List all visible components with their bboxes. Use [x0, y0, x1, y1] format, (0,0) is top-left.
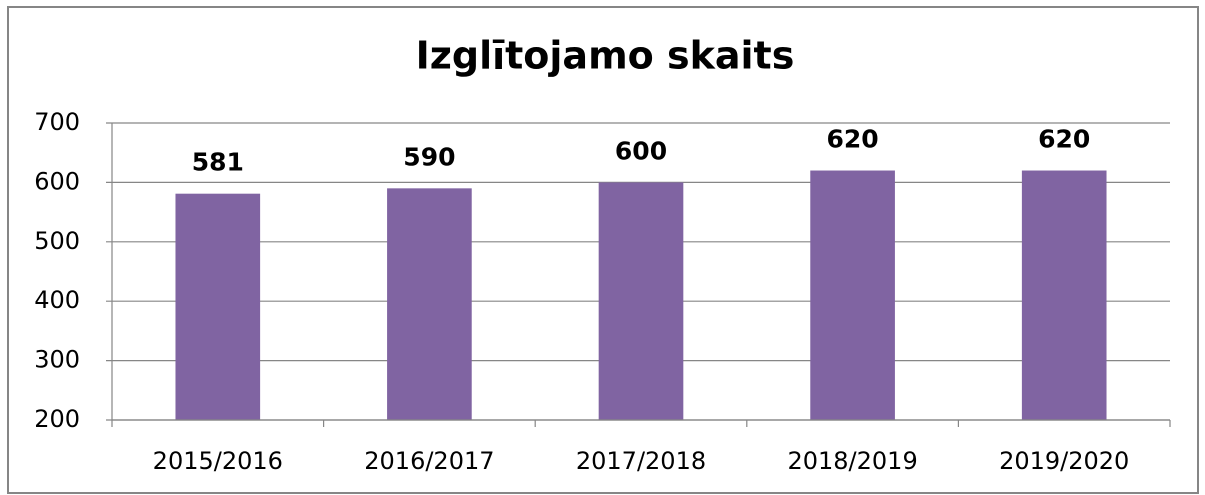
y-tick-label: 600	[34, 167, 80, 195]
data-label: 620	[1038, 125, 1090, 154]
x-tick-label: 2016/2017	[364, 447, 494, 475]
data-label: 600	[615, 136, 667, 165]
bar	[810, 170, 895, 420]
y-tick-label: 400	[34, 286, 80, 314]
bar	[1021, 170, 1107, 420]
y-tick-label: 700	[34, 108, 80, 136]
bar	[598, 182, 684, 420]
y-tick-label: 500	[34, 227, 80, 255]
y-tick-label: 300	[34, 346, 80, 374]
data-label: 620	[827, 125, 879, 154]
chart-title: Izglītojamo skaits	[416, 34, 795, 78]
data-label: 590	[403, 142, 455, 171]
data-label: 581	[192, 148, 244, 177]
bar	[387, 188, 472, 420]
bar	[175, 193, 261, 420]
x-tick-label: 2015/2016	[153, 447, 283, 475]
x-tick-label: 2018/2019	[787, 447, 917, 475]
x-tick-label: 2019/2020	[999, 447, 1129, 475]
y-tick-label: 200	[34, 405, 80, 433]
x-tick-label: 2017/2018	[576, 447, 706, 475]
